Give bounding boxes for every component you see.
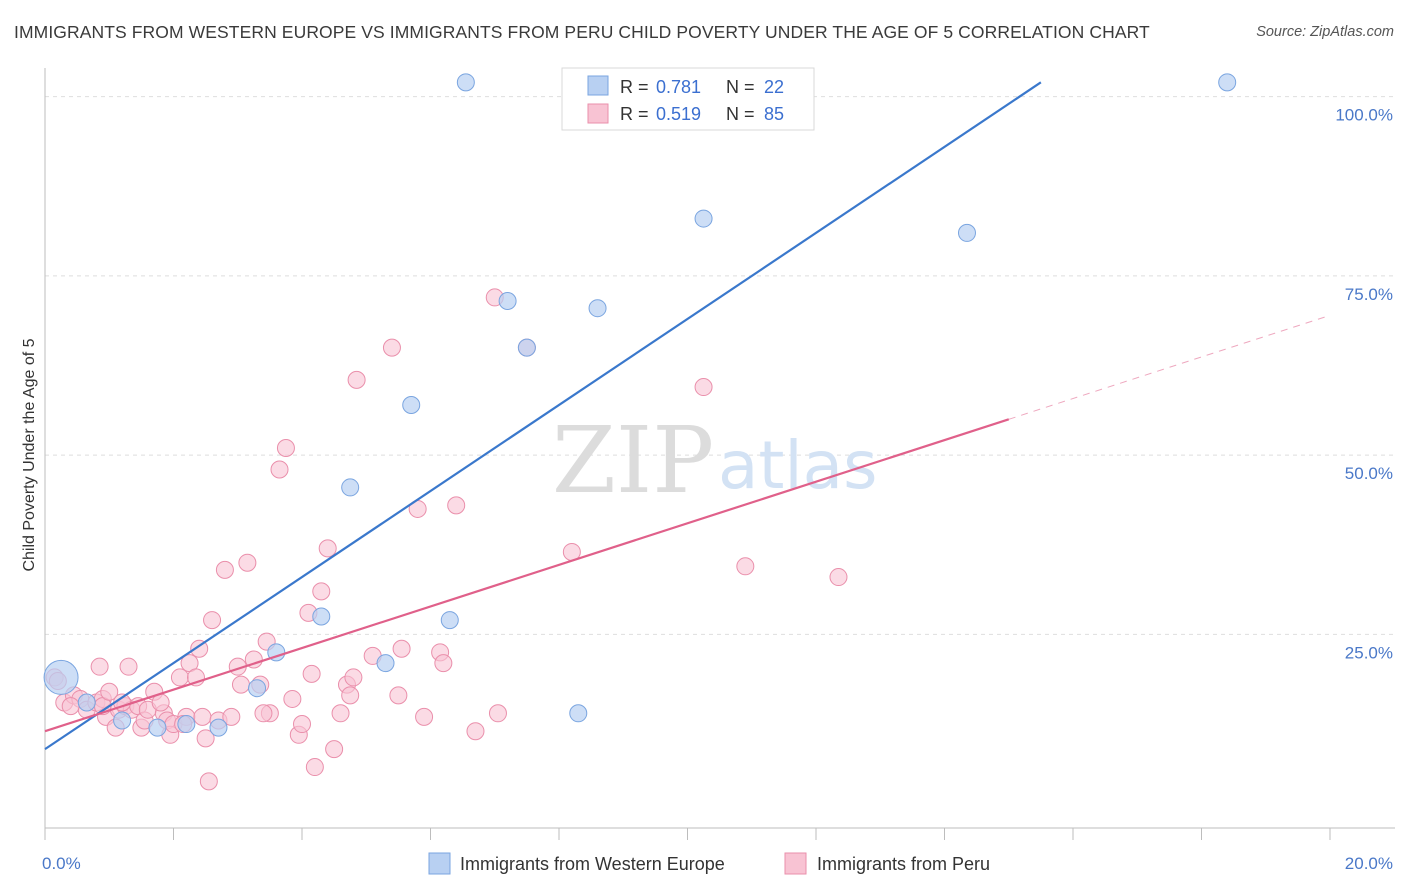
trend-lines	[44, 81, 1331, 751]
peru-point	[244, 650, 263, 669]
western-europe-point	[402, 395, 421, 414]
trend-line-peru	[44, 418, 1010, 733]
peru-point	[283, 689, 302, 708]
legend-r-label-1: R =	[620, 77, 649, 97]
series-legend: Immigrants from Western Europe Immigrant…	[428, 852, 990, 875]
peru-point	[312, 582, 331, 601]
peru-point	[325, 740, 344, 759]
peru-point	[215, 560, 234, 579]
y-axis-label: Child Poverty Under the Age of 5	[21, 338, 38, 571]
bottom-legend-swatch-blue	[428, 852, 451, 875]
peru-point	[302, 664, 321, 683]
peru-point	[100, 682, 119, 701]
western-europe-point	[77, 693, 96, 712]
peru-point	[382, 338, 401, 357]
western-europe-point	[341, 478, 360, 497]
legend-r-value-1: 0.781	[656, 77, 701, 97]
peru-point	[170, 668, 189, 687]
peru-point	[736, 557, 755, 576]
bottom-legend-swatch-pink	[784, 852, 807, 875]
legend-r-value-2: 0.519	[656, 104, 701, 124]
peru-point	[193, 707, 212, 726]
western-europe-point	[569, 704, 588, 723]
y-tick-label-100: 100.0%	[1335, 106, 1393, 125]
western-europe-point	[456, 73, 475, 92]
peru-point	[190, 639, 209, 658]
source-credit: Source: ZipAtlas.com	[1256, 24, 1394, 40]
peru-point	[270, 460, 289, 479]
peru-point	[119, 657, 138, 676]
peru-point	[341, 686, 360, 705]
stats-legend: R = 0.781 N = 22 R = 0.519 N = 85	[561, 67, 815, 131]
western-europe-point	[312, 607, 331, 626]
chart-title: IMMIGRANTS FROM WESTERN EUROPE VS IMMIGR…	[14, 22, 1150, 42]
x-tick-label-min: 0.0%	[42, 854, 81, 873]
x-tick-label-max: 20.0%	[1345, 854, 1393, 873]
peru-point	[331, 704, 350, 723]
trend-line-peru-extension	[1008, 314, 1331, 420]
y-tick-label-25: 25.0%	[1345, 643, 1393, 662]
peru-point	[222, 707, 241, 726]
peru-point	[389, 686, 408, 705]
peru-point	[196, 729, 215, 748]
peru-point	[238, 553, 257, 572]
western-europe-point	[248, 679, 267, 698]
peru-point	[293, 715, 311, 734]
y-tick-labels: 25.0% 50.0% 75.0% 100.0%	[1335, 106, 1393, 663]
western-europe-point	[440, 611, 459, 630]
peru-point	[318, 539, 337, 558]
western-europe-point	[376, 654, 395, 673]
peru-point	[347, 370, 366, 389]
western-europe-point	[1218, 73, 1237, 92]
legend-n-label-2: N =	[726, 104, 755, 124]
legend-n-value-2: 85	[764, 104, 784, 124]
western-europe-point	[588, 299, 607, 318]
peru-point	[447, 496, 466, 515]
western-europe-point	[957, 223, 976, 242]
western-europe-point	[498, 292, 517, 311]
peru-point	[199, 772, 218, 791]
peru-point	[488, 704, 507, 723]
western-europe-points	[43, 73, 1237, 737]
peru-point	[694, 378, 713, 397]
western-europe-point	[43, 659, 79, 695]
western-europe-point	[148, 718, 167, 737]
legend-n-value-1: 22	[764, 77, 784, 97]
peru-point	[344, 668, 363, 687]
peru-point	[392, 639, 411, 658]
peru-points	[45, 288, 848, 791]
peru-point	[829, 568, 848, 587]
bottom-legend-label-western-europe: Immigrants from Western Europe	[460, 854, 725, 874]
legend-r-label-2: R =	[620, 104, 649, 124]
axes	[44, 68, 1395, 829]
peru-point	[90, 657, 109, 676]
western-europe-point	[177, 715, 196, 734]
peru-point	[466, 722, 485, 741]
peru-point	[434, 654, 453, 673]
western-europe-point	[517, 338, 536, 357]
peru-point	[305, 758, 324, 777]
peru-point	[203, 611, 222, 630]
y-tick-label-75: 75.0%	[1345, 285, 1393, 304]
peru-point	[231, 675, 250, 694]
peru-point	[415, 707, 434, 726]
x-ticks	[44, 828, 1331, 840]
western-europe-point	[113, 711, 132, 730]
peru-point	[276, 439, 295, 457]
y-tick-label-50: 50.0%	[1345, 464, 1393, 483]
legend-swatch-pink	[587, 103, 609, 124]
western-europe-point	[694, 209, 713, 228]
legend-swatch-blue	[587, 75, 609, 96]
watermark-atlas: atlas	[718, 427, 878, 504]
watermark-zip: ZIP	[552, 407, 714, 514]
peru-point	[254, 704, 273, 723]
western-europe-point	[209, 718, 228, 737]
peru-point	[61, 697, 80, 716]
legend-n-label-1: N =	[726, 77, 755, 97]
trend-line-western-europe	[44, 81, 1042, 751]
bottom-legend-label-peru: Immigrants from Peru	[817, 854, 990, 874]
